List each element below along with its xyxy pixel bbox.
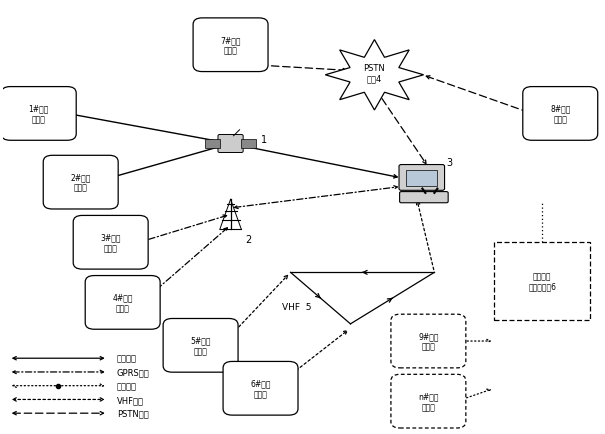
- FancyBboxPatch shape: [399, 165, 445, 191]
- Text: 3#辐射
监测站: 3#辐射 监测站: [100, 233, 121, 253]
- Text: GPRS通道: GPRS通道: [117, 368, 149, 377]
- FancyBboxPatch shape: [400, 192, 448, 203]
- Polygon shape: [241, 140, 256, 148]
- Text: 1#辐射
监测站: 1#辐射 监测站: [28, 105, 49, 124]
- FancyBboxPatch shape: [218, 135, 243, 153]
- FancyBboxPatch shape: [223, 362, 298, 415]
- Text: 3: 3: [446, 158, 453, 168]
- Text: 7#辐射
监测站: 7#辐射 监测站: [220, 36, 241, 55]
- FancyBboxPatch shape: [73, 216, 148, 270]
- Text: n#辐射
监测站: n#辐射 监测站: [418, 391, 439, 411]
- FancyBboxPatch shape: [85, 276, 160, 329]
- Text: 有线通道: 有线通道: [117, 381, 137, 390]
- Text: VHF通道: VHF通道: [117, 395, 143, 404]
- Text: 2#辐射
监测站: 2#辐射 监测站: [71, 173, 91, 192]
- Text: 1: 1: [261, 135, 267, 145]
- FancyBboxPatch shape: [391, 315, 466, 368]
- Text: PSTN
网络4: PSTN 网络4: [364, 64, 385, 83]
- Text: VHF  5: VHF 5: [282, 302, 311, 312]
- Text: PSTN通道: PSTN通道: [117, 409, 148, 418]
- FancyBboxPatch shape: [193, 19, 268, 72]
- FancyBboxPatch shape: [1, 87, 76, 141]
- FancyBboxPatch shape: [43, 156, 118, 210]
- Text: 9#辐射
监测站: 9#辐射 监测站: [418, 332, 439, 351]
- Text: 卫星通道: 卫星通道: [117, 354, 137, 363]
- FancyBboxPatch shape: [494, 243, 590, 320]
- Text: 6#辐射
监测站: 6#辐射 监测站: [250, 379, 271, 398]
- Text: 有线网络
（如光纤）6: 有线网络 （如光纤）6: [528, 272, 556, 291]
- Text: 2: 2: [246, 234, 252, 244]
- FancyBboxPatch shape: [391, 375, 466, 428]
- Text: 4#辐射
监测站: 4#辐射 监测站: [113, 293, 133, 312]
- FancyBboxPatch shape: [405, 171, 437, 187]
- Polygon shape: [205, 140, 220, 148]
- FancyBboxPatch shape: [163, 319, 238, 372]
- Text: 8#辐射
监测站: 8#辐射 监测站: [550, 105, 571, 124]
- FancyBboxPatch shape: [523, 87, 598, 141]
- Polygon shape: [325, 40, 423, 111]
- Text: 5#辐射
监测站: 5#辐射 监测站: [191, 336, 211, 355]
